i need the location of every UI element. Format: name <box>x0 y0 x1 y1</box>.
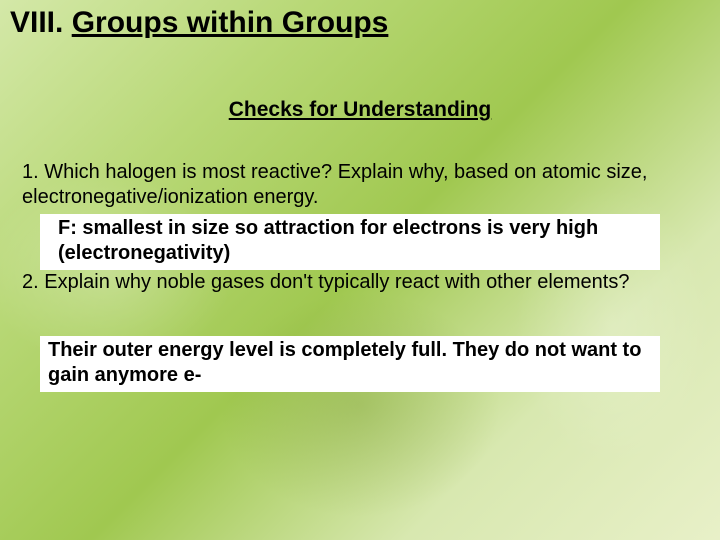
title-main: Groups within Groups <box>72 6 389 39</box>
answer-1: F: smallest in size so attraction for el… <box>40 214 660 270</box>
slide-subtitle: Checks for Understanding <box>0 98 720 122</box>
slide-title: VIII. Groups within Groups <box>10 6 388 40</box>
slide: VIII. Groups within Groups Checks for Un… <box>0 0 720 540</box>
question-1: 1. Which halogen is most reactive? Expla… <box>22 160 698 210</box>
answer-2: Their outer energy level is completely f… <box>40 336 660 392</box>
title-roman: VIII. <box>10 6 63 39</box>
question-2: 2. Explain why noble gases don't typical… <box>22 270 698 295</box>
